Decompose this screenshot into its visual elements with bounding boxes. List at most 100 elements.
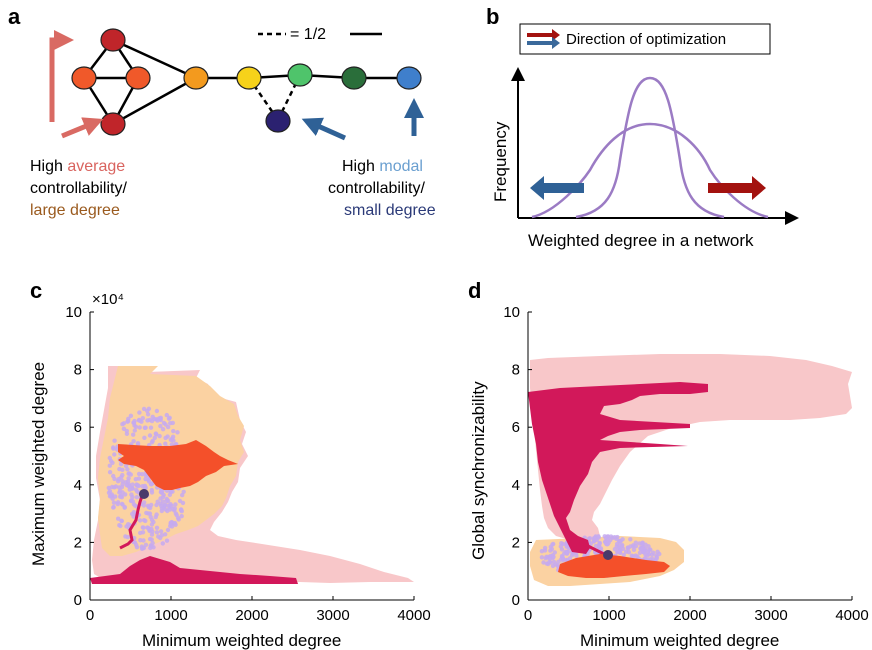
- c-x-ticks: 0 1000 2000 3000 4000: [86, 596, 431, 624]
- scatter-dot: [131, 420, 136, 425]
- scatter-dot: [117, 488, 123, 493]
- scatter-dot: [168, 437, 174, 442]
- scatter-dot: [649, 552, 655, 558]
- scatter-dot: [134, 545, 140, 550]
- scatter-dot: [140, 416, 145, 421]
- scatter-dot: [147, 433, 153, 438]
- scatter-dot: [125, 467, 130, 472]
- d-y-tick-label: 6: [512, 419, 520, 436]
- d-y-tick-label: 8: [512, 362, 520, 379]
- scatter-dot: [160, 427, 166, 432]
- scatter-dot: [180, 500, 186, 506]
- scatter-dot: [612, 535, 617, 540]
- scatter-dot: [168, 520, 173, 525]
- c-y-tick-label: 8: [74, 362, 82, 379]
- scatter-dot: [155, 499, 160, 504]
- scatter-dot: [179, 507, 184, 512]
- d-ylabel: Global synchronizability: [469, 381, 488, 560]
- scatter-dot: [112, 452, 117, 457]
- scatter-dot: [160, 541, 165, 546]
- scatter-dot: [141, 525, 146, 530]
- scatter-dot: [164, 498, 169, 504]
- scatter-dot: [132, 428, 137, 433]
- scatter-dot: [113, 484, 119, 489]
- d-y-tick-label: 2: [512, 534, 520, 551]
- scatter-dot: [150, 438, 155, 444]
- scatter-dot: [143, 473, 149, 478]
- panel-d-letter: d: [468, 278, 481, 303]
- scatter-dot: [157, 433, 162, 439]
- scatter-dot: [591, 536, 597, 541]
- scatter-dot: [597, 540, 602, 546]
- scatter-dot: [171, 428, 176, 434]
- scatter-dot: [143, 476, 148, 482]
- panel-a-letter: a: [8, 4, 21, 29]
- scatter-dot: [163, 435, 168, 441]
- scatter-dot: [129, 492, 134, 497]
- scatter-dot: [168, 421, 173, 426]
- caption-left-line2: controllability/: [30, 180, 127, 197]
- node-light-green: [287, 63, 313, 87]
- legend-red-arrow-icon: [527, 29, 560, 41]
- scatter-dot: [107, 470, 113, 475]
- scatter-dot: [181, 489, 186, 494]
- scatter-dot: [147, 511, 153, 516]
- scatter-dot: [139, 546, 145, 551]
- scatter-dot: [648, 547, 653, 552]
- scatter-dot: [121, 421, 127, 426]
- caption-left-line3: large degree: [30, 202, 120, 219]
- scatter-dot: [640, 546, 645, 551]
- scatter-dot: [120, 502, 125, 507]
- d-x-tick-label: 1000: [592, 607, 625, 624]
- scatter-dot: [628, 537, 633, 542]
- d-y-tick-label: 0: [512, 592, 520, 609]
- scatter-dot: [145, 412, 151, 417]
- scatter-dot: [617, 542, 622, 548]
- scatter-dot: [552, 550, 557, 555]
- scatter-dot: [138, 530, 143, 536]
- narrow-distribution-curve: [575, 76, 725, 219]
- bent-arrow-red: [49, 30, 74, 122]
- scatter-dot: [633, 540, 638, 545]
- scatter-dot: [137, 410, 142, 415]
- d-x-tick-label: 4000: [835, 607, 868, 624]
- node-right-orange: [125, 66, 151, 90]
- node-blue: [396, 66, 422, 90]
- scatter-dot: [159, 533, 165, 538]
- panel-c-letter: c: [30, 278, 42, 303]
- scatter-dot: [111, 473, 116, 479]
- legend-half-label: = 1/2: [290, 26, 326, 43]
- scatter-dot: [119, 518, 125, 524]
- scatter-dot: [116, 516, 121, 521]
- scatter-dot: [136, 483, 141, 489]
- scatter-dot: [111, 445, 116, 450]
- c-x-tick-label: 0: [86, 607, 94, 624]
- legend-box: [519, 23, 771, 55]
- scatter-dot: [123, 534, 128, 539]
- c-exponent: ×10⁴: [92, 291, 124, 308]
- d-y-tick-label: 10: [503, 304, 520, 321]
- scatter-dot: [127, 484, 132, 489]
- scatter-dot: [107, 455, 113, 461]
- scatter-dot: [550, 542, 555, 547]
- legend-text: Direction of optimization: [566, 31, 726, 48]
- node-yellow: [236, 66, 262, 90]
- d-magenta-trace: [528, 382, 708, 554]
- caption-right-line2: controllability/: [328, 180, 425, 197]
- scatter-dot: [141, 518, 147, 523]
- b-ylabel: Frequency: [491, 121, 510, 202]
- scatter-dot: [106, 485, 112, 491]
- scatter-dot: [154, 530, 160, 535]
- scatter-dot: [569, 553, 575, 558]
- scatter-dot: [118, 494, 123, 499]
- scatter-dot: [168, 489, 173, 494]
- scatter-dot: [169, 442, 174, 447]
- scatter-dot: [142, 483, 148, 489]
- scatter-dot: [118, 523, 123, 529]
- scatter-dot: [128, 472, 133, 477]
- panel-d: d 0 2 4 6 8 10 0 1000 2000 3000 4000 Global synch…: [468, 278, 869, 650]
- scatter-dot: [175, 430, 180, 435]
- scatter-dot: [145, 418, 150, 423]
- scatter-dot: [166, 416, 172, 421]
- scatter-dot: [539, 555, 545, 560]
